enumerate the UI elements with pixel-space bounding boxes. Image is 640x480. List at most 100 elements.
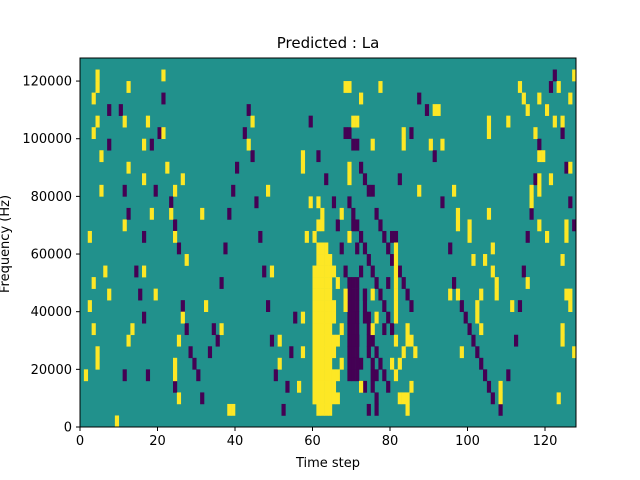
heatmap-cell-high (405, 323, 410, 336)
heatmap-cell-high (204, 300, 209, 312)
heatmap-cell-high (312, 380, 317, 393)
heatmap-cell-low (351, 311, 356, 324)
heatmap-cell-high (320, 334, 325, 347)
heatmap-cell-high (142, 265, 147, 278)
heatmap-cell-low (370, 380, 375, 393)
heatmap-cell-low (134, 265, 139, 278)
heatmap-cell-low (347, 323, 352, 336)
heatmap-cell-high (568, 288, 573, 301)
heatmap-cell-high (95, 346, 100, 359)
heatmap-cell-low (362, 300, 368, 312)
heatmap-cell-low (506, 369, 511, 382)
heatmap-cell-high (114, 415, 120, 428)
heatmap-cell-low (207, 346, 213, 359)
heatmap-cell-low (351, 288, 356, 301)
heatmap-cell-high (324, 323, 329, 336)
heatmap-cell-low (359, 357, 364, 370)
heatmap-cell-low (374, 392, 379, 405)
heatmap-cell-high (339, 357, 344, 370)
heatmap-cell-low (219, 277, 224, 289)
heatmap-cell-high (308, 196, 313, 209)
heatmap-cell-high (219, 323, 224, 336)
x-tick-label: 80 (382, 434, 399, 449)
heatmap-cell-high (475, 300, 480, 312)
heatmap-cell-high (452, 184, 457, 197)
heatmap-cell-low (355, 219, 360, 232)
heatmap-cell-low (211, 323, 216, 336)
heatmap-cell-high (339, 207, 344, 220)
heatmap-cell-low (386, 277, 391, 289)
heatmap-cell-high (568, 92, 573, 105)
heatmap-cell-low (242, 127, 247, 140)
heatmap-cell-high (568, 300, 573, 312)
heatmap-cell-high (428, 138, 433, 151)
heatmap-cell-high (320, 219, 325, 232)
heatmap-cell-low (382, 300, 387, 312)
y-tick-label: 0 (64, 421, 72, 436)
heatmap-cell-high (556, 81, 561, 93)
heatmap-cell-low (537, 138, 542, 151)
heatmap-cell-low (157, 127, 162, 140)
heatmap-cell-high (176, 334, 182, 347)
heatmap-cell-high (320, 323, 325, 336)
heatmap-cell-high (494, 288, 499, 301)
heatmap-cell-low (351, 277, 356, 289)
heatmap-cell-high (331, 334, 337, 347)
heatmap-cell-high (331, 300, 337, 312)
heatmap-cell-low (390, 323, 395, 336)
heatmap-cell-high (87, 230, 92, 243)
heatmap-cell-low (188, 346, 193, 359)
heatmap-cell-high (250, 115, 255, 128)
heatmap-cell-low (235, 161, 240, 174)
heatmap-cell-high (231, 403, 236, 416)
heatmap-cell-high (316, 196, 321, 209)
heatmap-cell-high (339, 323, 344, 336)
heatmap-cell-high (312, 392, 317, 405)
heatmap-cell-high (564, 219, 569, 232)
heatmap-cell-high (300, 161, 306, 174)
heatmap-cell-high (564, 230, 569, 243)
heatmap-cell-high (405, 334, 410, 347)
heatmap-cell-low (498, 403, 503, 416)
heatmap-cell-high (320, 254, 325, 266)
heatmap-cell-high (328, 403, 333, 416)
heatmap-cell-low (378, 288, 383, 301)
heatmap-cell-high (161, 69, 166, 82)
heatmap-cell-high (529, 196, 534, 209)
heatmap-cell-low (138, 288, 143, 301)
heatmap-cell-low (126, 207, 131, 220)
heatmap-cell-low (378, 357, 383, 370)
heatmap-cell-high (335, 277, 340, 289)
heatmap-cell-low (107, 138, 112, 151)
heatmap-cell-low (529, 207, 534, 220)
heatmap-cell-high (316, 392, 321, 405)
heatmap-cell-high (552, 115, 557, 128)
heatmap-cell-high (173, 369, 178, 382)
heatmap-cell-high (316, 346, 321, 359)
heatmap-cell-high (467, 230, 472, 243)
heatmap-cell-high (227, 403, 232, 416)
heatmap-cell-high (95, 69, 100, 82)
heatmap-cell-high (126, 81, 131, 93)
heatmap-cell-high (95, 115, 100, 128)
heatmap-cell-high (99, 150, 104, 163)
heatmap-cell-high (145, 115, 151, 128)
heatmap-cell-low (246, 104, 251, 116)
heatmap-cell-high (378, 81, 383, 93)
heatmap-cell-low (362, 380, 368, 393)
heatmap-cell-low (254, 196, 259, 209)
heatmap-cell-high (122, 219, 127, 232)
heatmap-cell-low (351, 357, 356, 370)
heatmap-cell-low (184, 323, 189, 336)
heatmap-cell-high (347, 81, 352, 93)
heatmap-cell-high (436, 104, 441, 116)
heatmap-cell-low (362, 288, 368, 301)
heatmap-cell-high (316, 265, 321, 278)
heatmap-cell-low (107, 104, 112, 116)
heatmap-cell-high (328, 311, 333, 324)
heatmap-cell-high (324, 277, 329, 289)
heatmap-cell-high (331, 311, 337, 324)
heatmap-cell-high (184, 254, 189, 266)
heatmap-cell-low (173, 380, 178, 393)
